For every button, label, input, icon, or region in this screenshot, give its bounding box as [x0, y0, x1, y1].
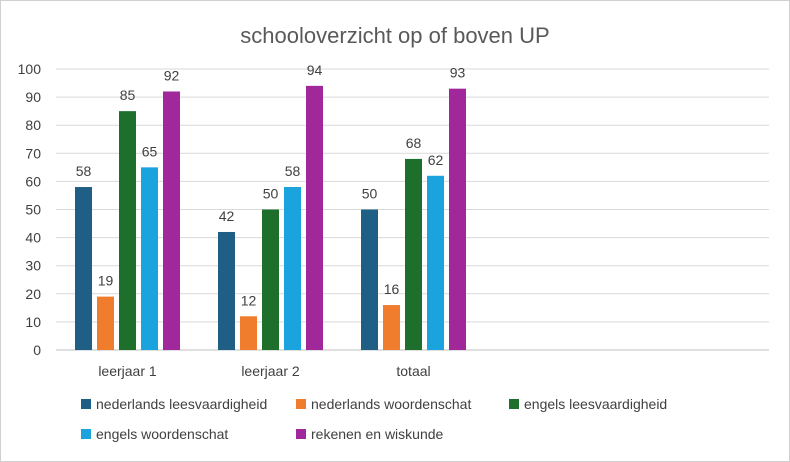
- legend-item: engels woordenschat: [81, 426, 228, 442]
- data-label: 62: [428, 152, 444, 168]
- y-tick-label: 80: [25, 117, 41, 133]
- legend-item: engels leesvaardigheid: [509, 396, 667, 412]
- bar-engels-leesvaardigheid-leerjaar-2: [262, 209, 279, 350]
- data-label: 93: [450, 65, 466, 81]
- bar-engels-woordenschat-leerjaar-2: [284, 187, 301, 350]
- legend-label: engels woordenschat: [96, 426, 228, 442]
- legend-item: nederlands leesvaardigheid: [81, 396, 267, 412]
- x-category-label: totaal: [396, 363, 430, 379]
- chart-title: schooloverzicht op of boven UP: [240, 23, 549, 48]
- bar-engels-woordenschat-totaal: [427, 175, 444, 350]
- x-category-label: leerjaar 1: [98, 363, 157, 379]
- bar-engels-leesvaardigheid-totaal: [405, 158, 422, 350]
- legend-label: nederlands leesvaardigheid: [96, 396, 267, 412]
- bar-engels-leesvaardigheid-leerjaar-1: [119, 111, 136, 351]
- data-label: 65: [142, 143, 158, 159]
- bar-engels-woordenschat-leerjaar-1: [141, 167, 158, 350]
- data-labels: 58 19 85 65 92 42 12 50 58 94 50 16 68 62 93: [76, 62, 466, 308]
- bar-nederlands-woordenschat-totaal: [383, 305, 400, 350]
- legend-swatch: [509, 399, 519, 409]
- y-tick-label: 70: [25, 145, 41, 161]
- y-tick-label: 40: [25, 230, 41, 246]
- data-label: 50: [263, 186, 279, 202]
- data-label: 85: [120, 87, 136, 103]
- y-tick-label: 60: [25, 173, 41, 189]
- y-tick-label: 10: [25, 314, 41, 330]
- data-label: 12: [241, 292, 257, 308]
- bar-nederlands-leesvaardigheid-leerjaar-2: [218, 231, 235, 350]
- y-tick-label: 100: [18, 61, 42, 77]
- data-label: 58: [285, 163, 301, 179]
- bar-nederlands-woordenschat-leerjaar-2: [240, 316, 257, 350]
- data-label: 58: [76, 163, 92, 179]
- y-axis: 0 10 20 30 40 50 60 70 80 90 100: [18, 61, 42, 358]
- legend-label: rekenen en wiskunde: [311, 426, 444, 442]
- x-category-label: leerjaar 2: [241, 363, 300, 379]
- bar-nederlands-leesvaardigheid-leerjaar-1: [75, 187, 92, 350]
- x-axis: leerjaar 1 leerjaar 2 totaal: [98, 363, 430, 379]
- bar-rekenen-en-wiskunde-leerjaar-1: [163, 91, 180, 350]
- data-label: 42: [219, 208, 235, 224]
- legend-swatch: [81, 429, 91, 439]
- bar-nederlands-leesvaardigheid-totaal: [361, 209, 378, 350]
- bar-rekenen-en-wiskunde-totaal: [449, 88, 466, 351]
- data-label: 16: [384, 281, 400, 297]
- legend-item: nederlands woordenschat: [296, 396, 471, 412]
- y-tick-label: 0: [33, 342, 41, 358]
- legend-swatch: [296, 429, 306, 439]
- legend-label: nederlands woordenschat: [311, 396, 471, 412]
- legend-swatch: [81, 399, 91, 409]
- bar-rekenen-en-wiskunde-leerjaar-2: [306, 85, 323, 351]
- legend-label: engels leesvaardigheid: [524, 396, 667, 412]
- y-tick-label: 90: [25, 89, 41, 105]
- data-label: 94: [307, 62, 323, 78]
- y-tick-label: 20: [25, 286, 41, 302]
- bar-nederlands-woordenschat-leerjaar-1: [97, 296, 114, 350]
- data-label: 50: [362, 186, 378, 202]
- bars: [75, 85, 466, 351]
- y-tick-label: 50: [25, 202, 41, 218]
- data-label: 92: [164, 67, 180, 83]
- data-label: 19: [98, 273, 114, 289]
- legend: nederlands leesvaardigheid nederlands woo…: [81, 396, 667, 442]
- data-label: 68: [406, 135, 422, 151]
- y-tick-label: 30: [25, 258, 41, 274]
- legend-item: rekenen en wiskunde: [296, 426, 444, 442]
- legend-swatch: [296, 399, 306, 409]
